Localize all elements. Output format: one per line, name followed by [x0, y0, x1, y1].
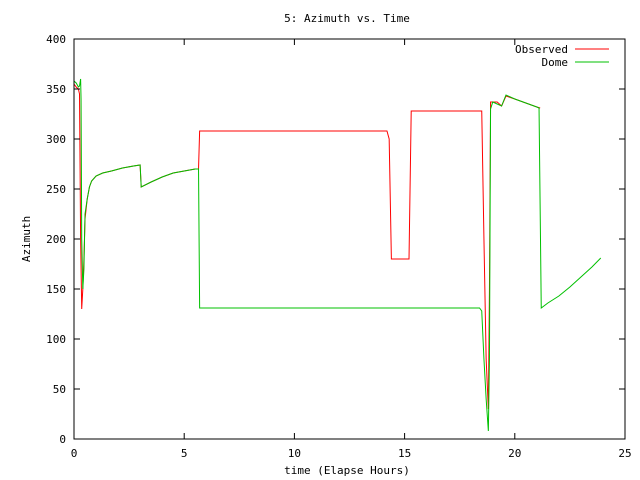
x-tick-label: 10 [288, 447, 301, 460]
y-tick-label: 350 [46, 83, 66, 96]
y-axis-ticks: 0 50 100 150 200 250 300 350 400 [46, 33, 625, 446]
legend-label: Observed [515, 43, 568, 56]
x-tick-label: 25 [618, 447, 631, 460]
y-tick-label: 100 [46, 333, 66, 346]
series-line-dome [73, 78, 602, 432]
y-axis-label: Azimuth [20, 216, 33, 262]
chart-title: 5: Azimuth vs. Time [284, 12, 410, 25]
x-axis-ticks: 0 5 10 15 20 25 [71, 39, 632, 460]
y-tick-label: 300 [46, 133, 66, 146]
legend-label: Dome [542, 56, 569, 69]
plot-area [73, 78, 602, 432]
x-tick-label: 5 [181, 447, 188, 460]
y-tick-label: 150 [46, 283, 66, 296]
y-tick-label: 0 [59, 433, 66, 446]
y-tick-label: 50 [53, 383, 66, 396]
x-tick-label: 20 [508, 447, 521, 460]
x-tick-label: 0 [71, 447, 78, 460]
y-tick-label: 200 [46, 233, 66, 246]
y-tick-label: 400 [46, 33, 66, 46]
x-tick-label: 15 [398, 447, 411, 460]
y-tick-label: 250 [46, 183, 66, 196]
x-axis-label: time (Elapse Hours) [284, 464, 410, 477]
